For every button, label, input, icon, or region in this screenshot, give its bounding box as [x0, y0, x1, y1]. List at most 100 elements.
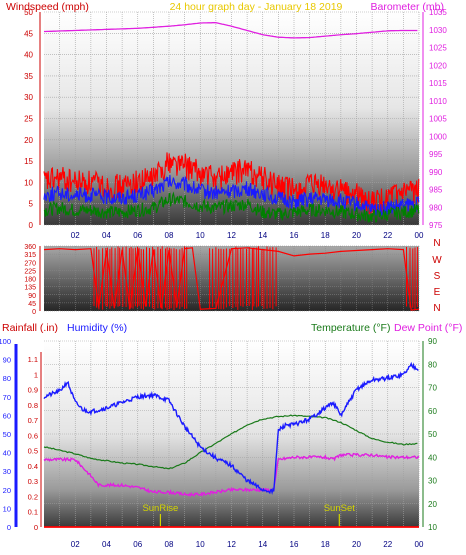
humidity-title: Humidity (%) — [67, 322, 127, 334]
direction-tick-label: 0 — [32, 309, 36, 316]
windspeed-title: Windspeed (mph) — [6, 1, 89, 13]
barometer-tick-label: 980 — [429, 203, 443, 212]
time-tick-label: 00 — [415, 231, 424, 240]
humidity-tick-label: 10 — [3, 504, 11, 513]
temperature-tick-label: 70 — [428, 384, 437, 393]
barometer-tick-label: 975 — [429, 221, 443, 230]
temperature-tick-label: 90 — [428, 337, 437, 346]
barometer-line — [44, 22, 418, 39]
rainfall-tick-label: 0.5 — [28, 447, 38, 456]
direction-tick-label: 315 — [24, 252, 36, 259]
time-tick-label: 14 — [258, 540, 267, 549]
rainfall-title: Rainfall (.in) — [2, 322, 58, 334]
time-tick-label: 16 — [290, 231, 299, 240]
barometer-tick-label: 1030 — [429, 26, 447, 35]
time-tick-label: 06 — [133, 231, 142, 240]
temperature-tick-label: 80 — [428, 360, 437, 369]
windspeed-tick-label: 15 — [24, 157, 33, 166]
rainfall-tick-label: 0.2 — [28, 492, 38, 501]
direction-panel-series — [43, 246, 420, 311]
humidity-line — [43, 361, 419, 495]
dewpoint-title: Dew Point (°F) — [394, 322, 462, 334]
time-tick-label: 22 — [383, 231, 392, 240]
direction-tick-label: 270 — [24, 260, 36, 267]
rainfall-tick-label: 0 — [34, 523, 38, 532]
humidity-tick-label: 50 — [3, 430, 11, 439]
humidity-tick-label: 90 — [3, 356, 11, 365]
humidity-tick-label: 70 — [3, 393, 11, 402]
time-tick-label: 06 — [133, 540, 142, 549]
barometer-tick-label: 985 — [429, 186, 443, 195]
time-tick-label: 00 — [415, 540, 424, 549]
rainfall-tick-label: 0.1 — [28, 508, 38, 517]
temp-panel-grid — [44, 340, 420, 528]
time-tick-label: 12 — [227, 231, 236, 240]
time-tick-label: 04 — [102, 540, 111, 549]
time-tick-label: 14 — [258, 231, 267, 240]
time-tick-label: 02 — [71, 231, 80, 240]
windspeed-tick-label: 50 — [24, 8, 33, 17]
windspeed-tick-label: 40 — [24, 51, 33, 60]
direction-tick-label: 180 — [24, 277, 36, 284]
sunset-label: SunSet — [324, 503, 356, 514]
temperature-tick-label: 10 — [428, 523, 437, 532]
wind-direction-trace — [43, 247, 420, 311]
time-tick-label: 22 — [383, 540, 392, 549]
windspeed-tick-label: 30 — [24, 93, 33, 102]
wind-average-line — [43, 174, 420, 217]
windspeed-tick-label: 45 — [24, 29, 33, 38]
windspeed-tick-label: 5 — [29, 200, 34, 209]
humidity-tick-label: 20 — [3, 486, 11, 495]
time-tick-label: 08 — [165, 540, 174, 549]
rainfall-tick-label: 0.7 — [28, 416, 38, 425]
time-tick-label: 18 — [321, 231, 330, 240]
temp-panel-series — [43, 361, 420, 528]
wind-panel-grid — [44, 11, 420, 226]
chart-date-title: 24 hour graph day - January 18 2019 — [170, 1, 343, 13]
sunrise-label: SunRise — [142, 503, 178, 514]
windspeed-tick-label: 20 — [24, 136, 33, 145]
compass-label: N — [433, 303, 440, 314]
direction-tick-label: 225 — [24, 268, 36, 275]
windspeed-tick-label: 25 — [24, 115, 33, 124]
compass-label: W — [432, 255, 442, 266]
windspeed-tick-label: 10 — [24, 178, 33, 187]
time-tick-label: 10 — [196, 540, 205, 549]
wind-panel-series — [43, 22, 420, 224]
rainfall-tick-label: 1.1 — [28, 355, 38, 364]
direction-tick-label: 360 — [24, 244, 36, 251]
time-tick-label: 04 — [102, 231, 111, 240]
rainfall-tick-label: 0.4 — [28, 462, 38, 471]
barometer-tick-label: 990 — [429, 168, 443, 177]
humidity-tick-label: 60 — [3, 411, 11, 420]
wind-direction-flips — [93, 246, 418, 310]
direction-tick-label: 135 — [24, 285, 36, 292]
time-tick-label: 20 — [352, 540, 361, 549]
barometer-title: Barometer (mb) — [370, 1, 444, 13]
wind-low-line — [43, 191, 420, 224]
time-tick-label: 18 — [321, 540, 330, 549]
temperature-tick-label: 60 — [428, 407, 437, 416]
windspeed-tick-label: 0 — [29, 221, 34, 230]
temperature-tick-label: 20 — [428, 500, 437, 509]
temperature-line — [43, 414, 418, 470]
temperature-title: Temperature (°F) — [311, 322, 390, 334]
humidity-tick-label: 0 — [7, 523, 11, 532]
temperature-tick-label: 50 — [428, 430, 437, 439]
wind-panel-axes: 0510152025303540455097598098599099510001… — [24, 8, 447, 240]
barometer-tick-label: 1020 — [429, 61, 447, 70]
rainfall-tick-label: 0.8 — [28, 401, 38, 410]
time-tick-label: 02 — [71, 540, 80, 549]
dewpoint-line — [43, 452, 420, 498]
humidity-tick-label: 40 — [3, 449, 11, 458]
compass-label: E — [434, 287, 441, 298]
rainfall-tick-label: 1 — [34, 370, 38, 379]
compass-label: N — [433, 238, 440, 249]
windspeed-tick-label: 35 — [24, 72, 33, 81]
barometer-tick-label: 1000 — [429, 132, 447, 141]
barometer-tick-label: 1025 — [429, 44, 447, 53]
compass-label: S — [434, 271, 441, 282]
barometer-tick-label: 1005 — [429, 115, 447, 124]
humidity-tick-label: 80 — [3, 374, 11, 383]
